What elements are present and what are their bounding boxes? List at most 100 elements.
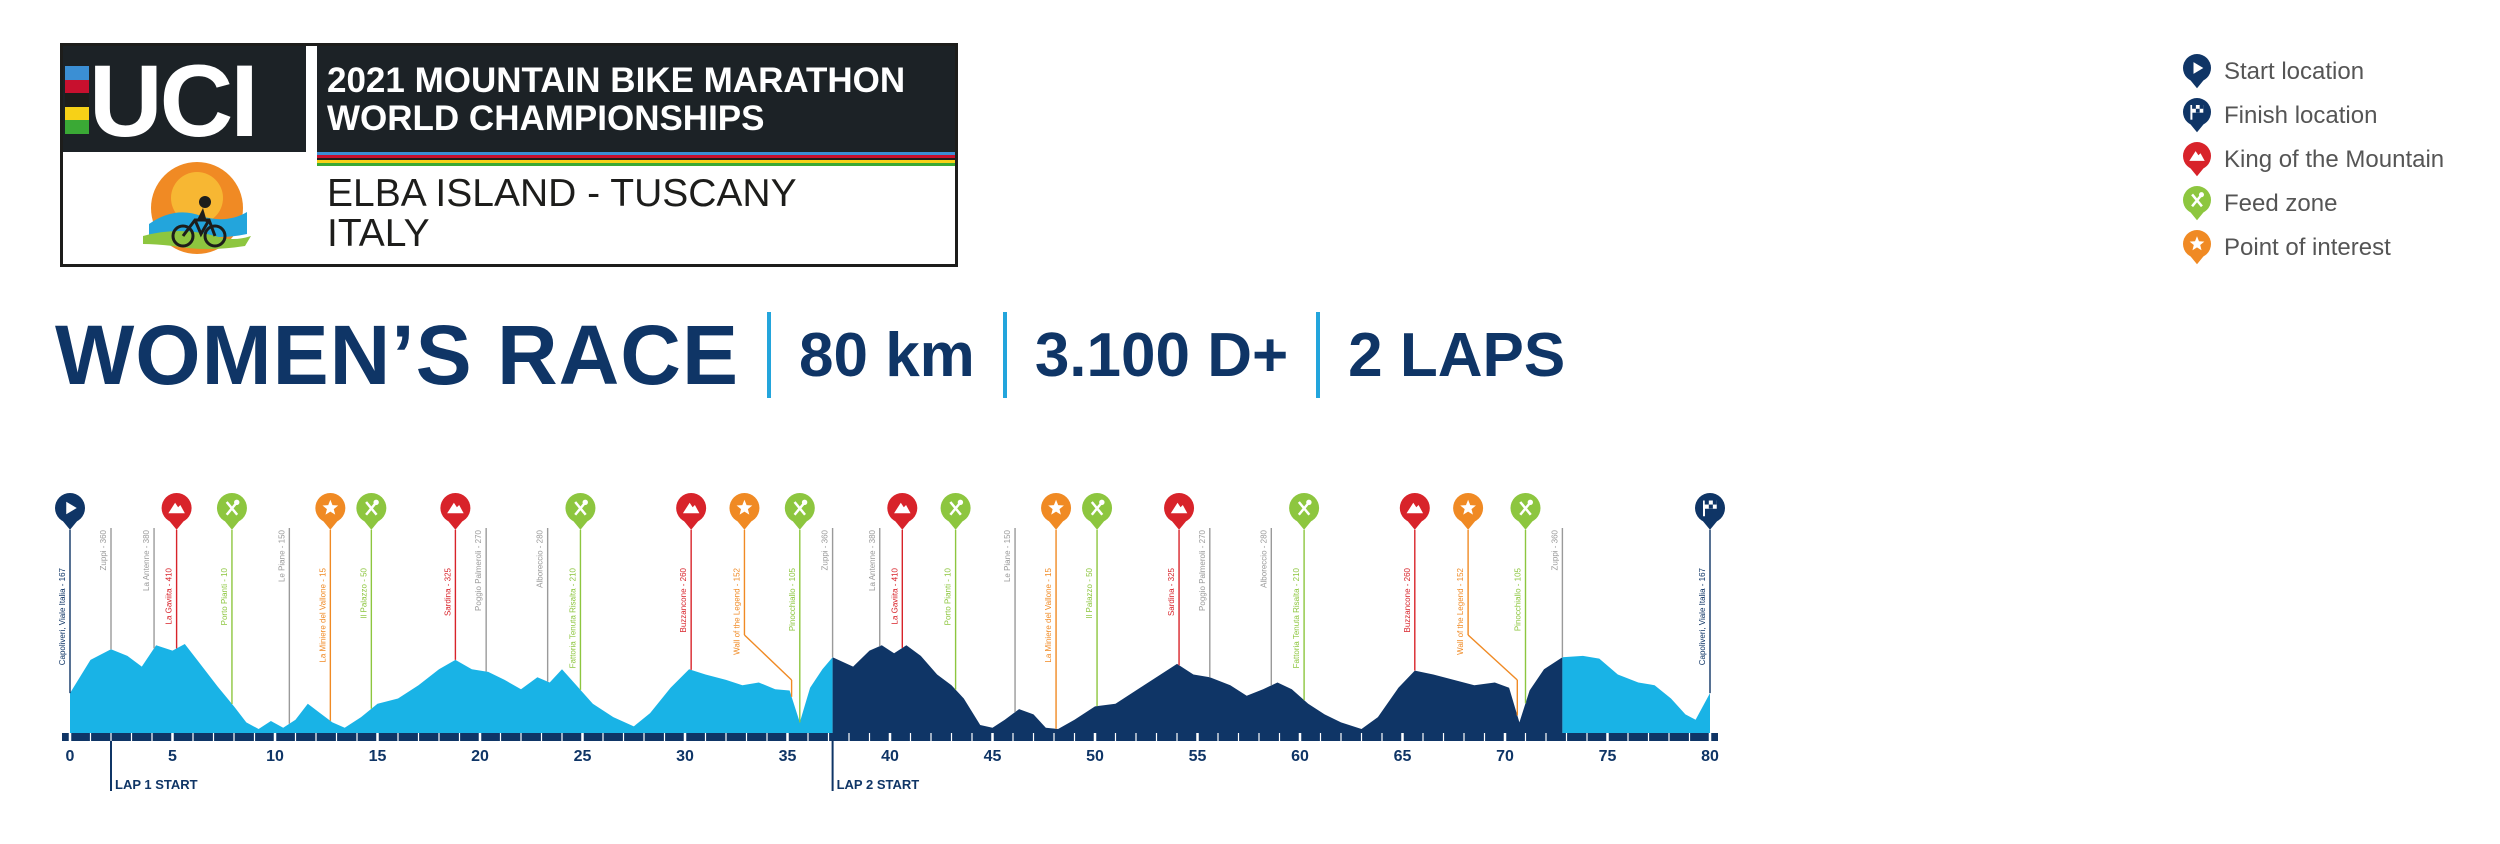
waypoint: Sardina - 325 xyxy=(440,493,471,660)
waypoint: Il Palazzo - 50 xyxy=(1082,493,1113,707)
legend: Start location Finish location King of the… xyxy=(2180,50,2444,270)
championship-title-line1: 2021 MOUNTAIN BIKE MARATHON xyxy=(327,61,906,100)
waypoint-label: Poggio Palmeroli - 270 xyxy=(474,529,483,610)
legend-label: King of the Mountain xyxy=(2224,146,2445,173)
race-distance: 80 km xyxy=(799,320,975,390)
waypoint-marker xyxy=(676,493,707,530)
x-tick-label: 5 xyxy=(168,748,177,765)
waypoint-label: Sardina - 325 xyxy=(1167,567,1176,616)
waypoint-label: Il Palazzo - 50 xyxy=(359,567,368,618)
waypoint-label: Capoliveri, Viale Italia - 167 xyxy=(1698,567,1707,665)
legend-label: Point of interest xyxy=(2224,234,2391,261)
waypoint-label: La Antenne - 380 xyxy=(868,529,877,590)
x-tick-label: 65 xyxy=(1394,748,1412,765)
finish-flag-icon-marker xyxy=(2183,98,2211,133)
waypoint: Buzzancone - 260 xyxy=(676,493,707,670)
waypoint-label: Capoliveri, Viale Italia - 167 xyxy=(58,567,67,665)
waypoint: Poggio Palmeroli - 270 xyxy=(1198,528,1211,678)
waypoint-label: Buzzancone - 260 xyxy=(679,567,688,632)
waypoint-label: Buzzancone - 260 xyxy=(1403,567,1412,632)
waypoint-marker xyxy=(1289,493,1320,530)
location-line2: ITALY xyxy=(327,212,430,255)
waypoint: Alboreccio - 280 xyxy=(536,528,549,682)
waypoint-label: Le Piane - 150 xyxy=(1003,529,1012,582)
header-divider xyxy=(1002,312,1007,398)
waypoint-marker xyxy=(1082,493,1113,530)
waypoint-label: La Gaviita - 410 xyxy=(890,567,899,624)
x-tick-label: 30 xyxy=(676,748,694,765)
waypoint-marker xyxy=(887,493,918,530)
race-laps: 2 LAPS xyxy=(1348,320,1566,390)
race-elevation-gain: 3.100 D+ xyxy=(1034,320,1289,390)
x-tick-label: 45 xyxy=(984,748,1002,765)
waypoint-label: Zuppi - 360 xyxy=(1550,529,1559,570)
waypoint-label: Wall of the Legend - 152 xyxy=(1456,567,1465,654)
waypoint-label: La Antenne - 380 xyxy=(142,529,151,590)
waypoint: Porto Pianti - 10 xyxy=(940,493,971,690)
waypoint: Fattoria Tenuta Risalta - 210 xyxy=(1289,493,1320,701)
logo-dark-banner: UCI 2021 MOUNTAIN BIKE MARATHON WORLD CH… xyxy=(63,46,955,154)
x-tick-label: 70 xyxy=(1496,748,1514,765)
waypoint-label: Alboreccio - 280 xyxy=(536,529,545,587)
waypoint: Pinocchiallo - 105 xyxy=(784,493,815,723)
feed-zone-icon-marker xyxy=(2183,186,2211,221)
mountain-icon xyxy=(2183,142,2211,177)
x-tick-label: 15 xyxy=(369,748,387,765)
x-tick-label: 35 xyxy=(779,748,797,765)
waypoint-label: Fattoria Tenuta Risalta - 210 xyxy=(1292,567,1301,668)
start-icon-marker xyxy=(2183,54,2211,89)
waypoint-marker xyxy=(1510,493,1541,530)
x-tick-label: 80 xyxy=(1701,748,1719,765)
waypoint: La Antenne - 380 xyxy=(868,528,881,647)
waypoint: Le Piane - 150 xyxy=(1003,528,1016,713)
race-title: WOMEN’S RACE xyxy=(55,307,739,402)
waypoint-marker xyxy=(940,493,971,530)
x-tick-label: 25 xyxy=(574,748,592,765)
waypoint-label: Sardina - 325 xyxy=(443,567,452,616)
waypoint-marker xyxy=(55,493,85,530)
waypoint: Zuppi - 360 xyxy=(1550,528,1564,658)
waypoint: La Gaviita - 410 xyxy=(161,493,192,649)
star-icon-marker xyxy=(2183,230,2211,265)
waypoint-marker xyxy=(729,493,760,530)
x-tick-label: 0 xyxy=(66,748,75,765)
waypoint: Porto Pianti - 10 xyxy=(216,493,247,704)
legend-label: Finish location xyxy=(2224,102,2378,129)
waypoint: Pinocchiallo - 105 xyxy=(1510,493,1541,704)
uci-color-stripes xyxy=(65,66,89,134)
start-icon xyxy=(2183,54,2211,89)
waypoint-label: Pinocchiallo - 105 xyxy=(1514,567,1523,631)
elba-cyclist-emblem xyxy=(143,162,251,254)
waypoint-label: Porto Pianti - 10 xyxy=(220,567,229,625)
waypoint: Capoliveri, Viale Italia - 167 xyxy=(55,493,85,694)
waypoint: Zuppi - 360 xyxy=(99,528,112,650)
legend-item: King of the Mountain xyxy=(2180,138,2444,182)
waypoint-label: Il Palazzo - 50 xyxy=(1085,567,1094,618)
waypoint: Alboreccio - 280 xyxy=(1259,528,1273,686)
waypoint-label: Wall of the Legend - 152 xyxy=(732,567,741,654)
waypoint: La Gaviita - 410 xyxy=(887,493,918,648)
header-divider xyxy=(1316,312,1321,398)
x-tick-label: 40 xyxy=(881,748,899,765)
header-divider xyxy=(767,312,771,398)
waypoint: Capoliveri, Viale Italia - 167 xyxy=(1695,493,1725,694)
waypoint: Zuppi - 360 xyxy=(821,528,834,658)
waypoint-marker xyxy=(784,493,815,530)
waypoint: Fattoria Tenuta Risalta - 210 xyxy=(565,493,596,690)
x-tick-label: 50 xyxy=(1086,748,1104,765)
waypoint-marker xyxy=(315,493,346,530)
lap-marker-label: LAP 1 START xyxy=(115,777,198,792)
finish-flag-icon xyxy=(2183,98,2211,133)
legend-item: Start location xyxy=(2180,50,2444,94)
waypoint: La Miniere del Vallone - 15 xyxy=(1041,493,1072,729)
waypoint: Sardina - 325 xyxy=(1164,493,1195,666)
waypoint: Il Palazzo - 50 xyxy=(356,493,387,709)
waypoint-label: Zuppi - 360 xyxy=(821,529,830,570)
waypoint: Wall of the Legend - 152 xyxy=(729,493,793,697)
waypoint-label: La Miniere del Vallone - 15 xyxy=(1044,567,1053,662)
waypoint-label: Le Piane - 150 xyxy=(277,529,286,582)
waypoint-label: Pinocchiallo - 105 xyxy=(788,567,797,631)
waypoint-marker xyxy=(1041,493,1072,530)
waypoint: Le Piane - 150 xyxy=(277,528,291,724)
feed-zone-icon xyxy=(2183,186,2211,221)
